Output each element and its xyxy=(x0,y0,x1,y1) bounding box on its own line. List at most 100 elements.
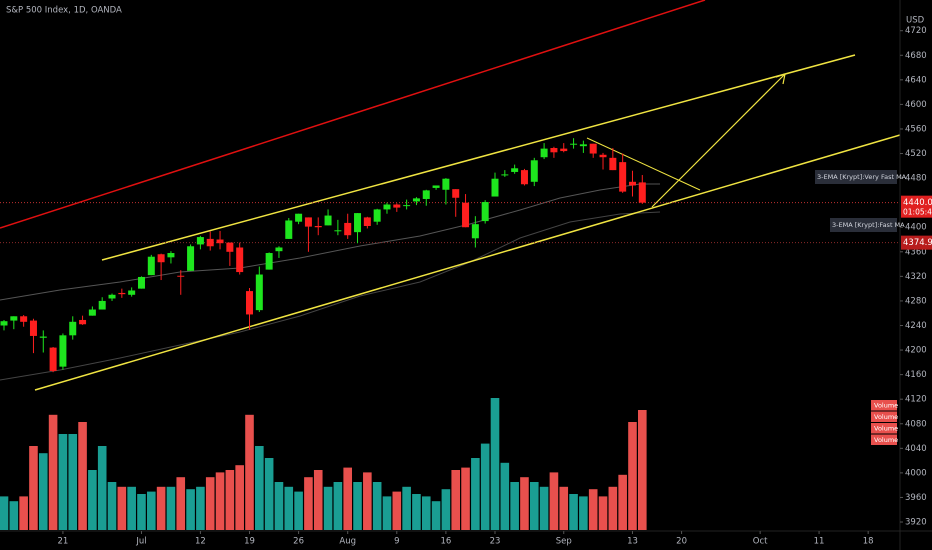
y-tick-label: 4400 xyxy=(905,223,927,233)
y-tick-label: 4520 xyxy=(905,149,927,159)
x-tick-label: Sep xyxy=(556,537,572,547)
volume-bar xyxy=(333,482,343,530)
price-box xyxy=(901,235,932,250)
y-tick-label: 3960 xyxy=(905,493,927,503)
candle-body xyxy=(88,309,96,316)
x-tick-label: 16 xyxy=(440,537,451,547)
candle-body xyxy=(334,230,342,232)
volume-bar xyxy=(245,414,254,530)
y-tick-label: 4560 xyxy=(905,124,927,134)
volume-bar xyxy=(137,494,146,530)
volume-bar xyxy=(608,486,618,530)
candle-body xyxy=(275,247,283,252)
volume-bar xyxy=(9,501,19,530)
currency: USD xyxy=(906,16,925,26)
candle-body xyxy=(177,275,185,277)
volume-bar xyxy=(117,486,127,530)
candle-body xyxy=(324,215,332,226)
drawings xyxy=(0,0,901,391)
y-tick-label: 4360 xyxy=(905,247,927,257)
candle-body xyxy=(619,162,627,192)
x-tick-label: Jul xyxy=(135,537,146,547)
volume-bar xyxy=(176,477,186,530)
indicator-label: 3-EMA [Krypt]:Very Fast MA xyxy=(817,173,907,181)
candle-body xyxy=(462,202,470,228)
volume-bar xyxy=(78,422,87,530)
volume-bar xyxy=(638,410,647,530)
candle-body xyxy=(98,300,106,310)
volume-bar xyxy=(97,446,107,530)
candle-body xyxy=(79,319,87,325)
y-tick-label: 4640 xyxy=(905,75,927,85)
candle-body xyxy=(39,336,47,338)
volume-bar xyxy=(451,470,461,530)
lower-channel xyxy=(34,134,901,391)
price-label: 4374.9 xyxy=(903,238,932,248)
candle-body xyxy=(295,213,303,222)
x-tick-label: 13 xyxy=(627,537,638,547)
y-tick-label: 4200 xyxy=(905,346,927,356)
indicator-label: 3-EMA [Krypt]:Fast MA xyxy=(832,221,905,229)
volume-bar xyxy=(156,486,166,530)
candle-body xyxy=(285,220,293,239)
candle-body xyxy=(0,321,8,326)
y-tick-label: 4240 xyxy=(905,321,927,331)
y-tick-label: 3920 xyxy=(905,518,927,528)
candle-body xyxy=(599,154,607,158)
volume-bar xyxy=(88,470,97,530)
volume-label: Volume xyxy=(874,436,898,444)
candle-body xyxy=(471,224,479,239)
x-tick-label: 21 xyxy=(58,537,69,547)
candle-body xyxy=(265,253,273,270)
volume-bar xyxy=(628,422,637,530)
candle-body xyxy=(442,178,450,190)
volume-bar xyxy=(402,486,411,530)
candle-body xyxy=(206,238,214,247)
volume-bar xyxy=(471,458,480,530)
volume-bar xyxy=(38,453,48,530)
candle-body xyxy=(29,320,37,336)
price-box xyxy=(901,195,932,218)
volume-bar xyxy=(480,443,490,530)
upper-channel xyxy=(101,54,856,261)
candle-body xyxy=(10,316,18,321)
candle-body xyxy=(49,347,57,371)
chart-title: S&P 500 Index, 1D, OANDA xyxy=(6,6,122,16)
volume-bar xyxy=(68,434,78,530)
y-tick-label: 4320 xyxy=(905,272,927,282)
volume-bar xyxy=(225,470,235,530)
candle-body xyxy=(137,276,145,289)
y-tick-label: 4680 xyxy=(905,51,927,61)
candle-body xyxy=(452,189,460,198)
volume-bar xyxy=(579,496,588,530)
candle-body xyxy=(304,217,312,227)
candle-body xyxy=(383,204,391,210)
candle-body xyxy=(422,190,430,199)
indicator-box xyxy=(830,218,897,232)
candle-body xyxy=(157,254,165,263)
arrow-head xyxy=(775,73,786,85)
volume-bar xyxy=(441,489,451,530)
volume-box xyxy=(871,400,897,411)
candle-body xyxy=(579,144,587,147)
candle-body xyxy=(255,274,263,311)
candle-body xyxy=(511,168,519,172)
volume-bar xyxy=(539,486,549,530)
volume-bar xyxy=(343,467,352,530)
volume-bar xyxy=(29,446,38,530)
volume-bar xyxy=(107,482,117,530)
y-tick-label: 4280 xyxy=(905,296,927,306)
volume-bar xyxy=(19,496,28,530)
ema-fast xyxy=(0,211,661,381)
candle-body xyxy=(393,204,401,208)
y-tick-label: 4000 xyxy=(905,468,927,478)
candle-body xyxy=(167,253,175,258)
candle-body xyxy=(118,292,126,295)
volume-bar xyxy=(618,474,627,530)
candle-body xyxy=(187,246,195,271)
volume-bar xyxy=(598,496,608,530)
volume-bar xyxy=(382,496,392,530)
volume-bar xyxy=(235,465,244,530)
